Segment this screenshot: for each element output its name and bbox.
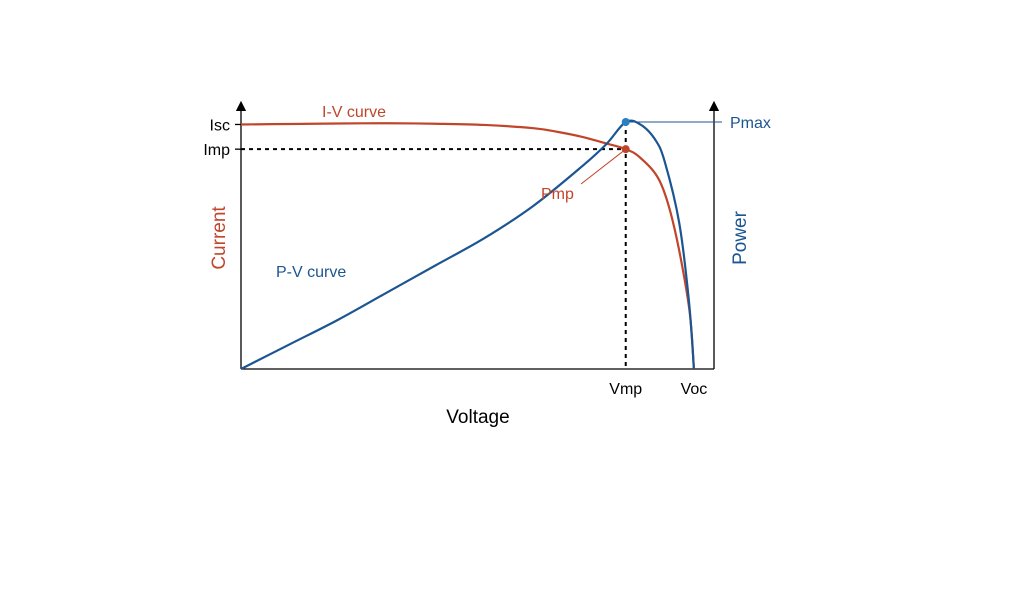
pmp-point xyxy=(621,145,630,154)
y-tick-imp: Imp xyxy=(203,142,230,159)
x-tick-vmp: Vmp xyxy=(609,381,642,398)
y-axis-title-current: Current xyxy=(209,206,230,270)
y-tick-pmax: Pmax xyxy=(730,115,771,132)
pmax-point xyxy=(621,118,630,126)
pmp-leader-line xyxy=(580,148,627,185)
iv-curve-line xyxy=(240,122,696,370)
pv-curve-label: P-V curve xyxy=(276,264,346,281)
pv-curve-line xyxy=(240,119,696,370)
x-axis-title: Voltage xyxy=(446,407,509,428)
y-axis-title-power: Power xyxy=(730,210,751,265)
y-tick-isc: Isc xyxy=(210,117,230,134)
iv-curve-label: I-V curve xyxy=(322,104,386,121)
pmp-label: Pmp xyxy=(541,186,574,203)
x-tick-voc: Voc xyxy=(681,381,708,398)
